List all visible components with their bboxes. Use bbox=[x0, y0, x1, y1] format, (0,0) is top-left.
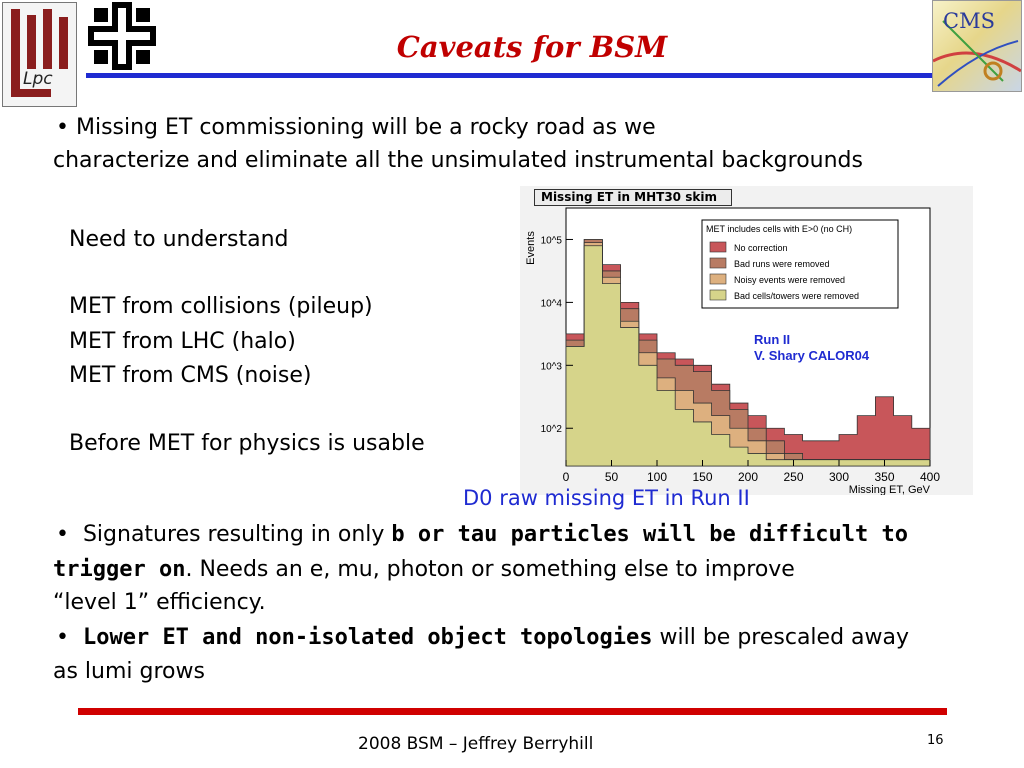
met-item: MET from collisions (pileup) bbox=[69, 294, 373, 319]
y-tick-label: 10^5 bbox=[541, 235, 563, 246]
bullet3-bold: Lower ET and non-isolated object topolog… bbox=[82, 625, 653, 650]
legend-label: Noisy events were removed bbox=[734, 275, 845, 285]
bullet3-line1: • Lower ET and non-isolated object topol… bbox=[56, 625, 910, 650]
x-tick-label: 400 bbox=[920, 470, 940, 484]
bullet1-line2: characterize and eliminate all the unsim… bbox=[53, 148, 863, 173]
slide-title: Caveats for BSM bbox=[396, 30, 668, 64]
legend-title: MET includes cells with E>0 (no CH) bbox=[706, 224, 852, 234]
x-tick-label: 200 bbox=[738, 470, 758, 484]
x-tick-label: 0 bbox=[563, 470, 570, 484]
legend-box bbox=[701, 219, 899, 309]
x-tick-label: 300 bbox=[829, 470, 849, 484]
plot-annotation: Run II bbox=[754, 332, 790, 347]
y-axis-label: Events bbox=[525, 231, 537, 265]
bullet3-post: will be prescaled away bbox=[652, 625, 910, 650]
x-tick-label: 50 bbox=[605, 470, 619, 484]
legend-swatch bbox=[709, 273, 727, 285]
y-tick-label: 10^3 bbox=[541, 361, 563, 372]
legend-label: Bad cells/towers were removed bbox=[734, 291, 859, 301]
plot-title: Missing ET in MHT30 skim bbox=[534, 189, 732, 206]
bullet3-line2: as lumi grows bbox=[53, 659, 205, 684]
lpc-logo-text: Lpc bbox=[21, 69, 55, 89]
before-text: Before MET for physics is usable bbox=[69, 431, 425, 456]
bullet2-post: . Needs an e, mu, photon or something el… bbox=[185, 557, 795, 582]
plot-annotation: V. Shary CALOR04 bbox=[754, 348, 870, 363]
bullet2-line1: • Signatures resulting in only b or tau … bbox=[56, 522, 908, 547]
fermilab-logo bbox=[88, 2, 156, 70]
need-heading: Need to understand bbox=[69, 227, 289, 252]
legend-swatch bbox=[709, 241, 727, 253]
plot-caption: D0 raw missing ET in Run II bbox=[463, 486, 750, 510]
legend-swatch bbox=[709, 289, 727, 301]
bullet1-line1: • Missing ET commissioning will be a roc… bbox=[56, 115, 656, 140]
met-item: MET from LHC (halo) bbox=[69, 329, 296, 354]
title-rule bbox=[86, 73, 932, 78]
x-tick-label: 100 bbox=[647, 470, 667, 484]
x-tick-label: 150 bbox=[692, 470, 712, 484]
legend-label: No correction bbox=[734, 243, 788, 253]
page-number: 16 bbox=[927, 733, 944, 748]
y-tick-label: 10^2 bbox=[541, 424, 563, 435]
cms-logo: CMS bbox=[932, 0, 1022, 92]
legend-swatch bbox=[709, 257, 727, 269]
bullet2-bold2: trigger on bbox=[53, 557, 186, 582]
bullet2-bold1: b or tau particles will be difficult to bbox=[391, 522, 908, 547]
x-tick-label: 250 bbox=[783, 470, 803, 484]
x-tick-label: 350 bbox=[874, 470, 894, 484]
bullet2-line2: trigger on. Needs an e, mu, photon or so… bbox=[53, 553, 795, 586]
series-area-3 bbox=[565, 245, 931, 467]
bullet2-line3: “level 1” efficiency. bbox=[53, 590, 266, 615]
footer-text: 2008 BSM – Jeffrey Berryhill bbox=[358, 734, 594, 754]
cms-logo-text: CMS bbox=[943, 9, 995, 33]
y-tick-label: 10^4 bbox=[541, 298, 563, 309]
lpc-logo: Lpc bbox=[2, 2, 77, 107]
x-axis-label: Missing ET, GeV bbox=[849, 484, 931, 495]
met-histogram: 0 50 100 150 200 250 300 350 400 10^5 10^4 10^3 10^2… bbox=[525, 207, 940, 495]
footer-rule bbox=[78, 708, 947, 715]
bullet2-pre: Signatures resulting in only bbox=[82, 522, 392, 547]
legend-label: Bad runs were removed bbox=[734, 259, 830, 269]
met-item: MET from CMS (noise) bbox=[69, 363, 312, 388]
